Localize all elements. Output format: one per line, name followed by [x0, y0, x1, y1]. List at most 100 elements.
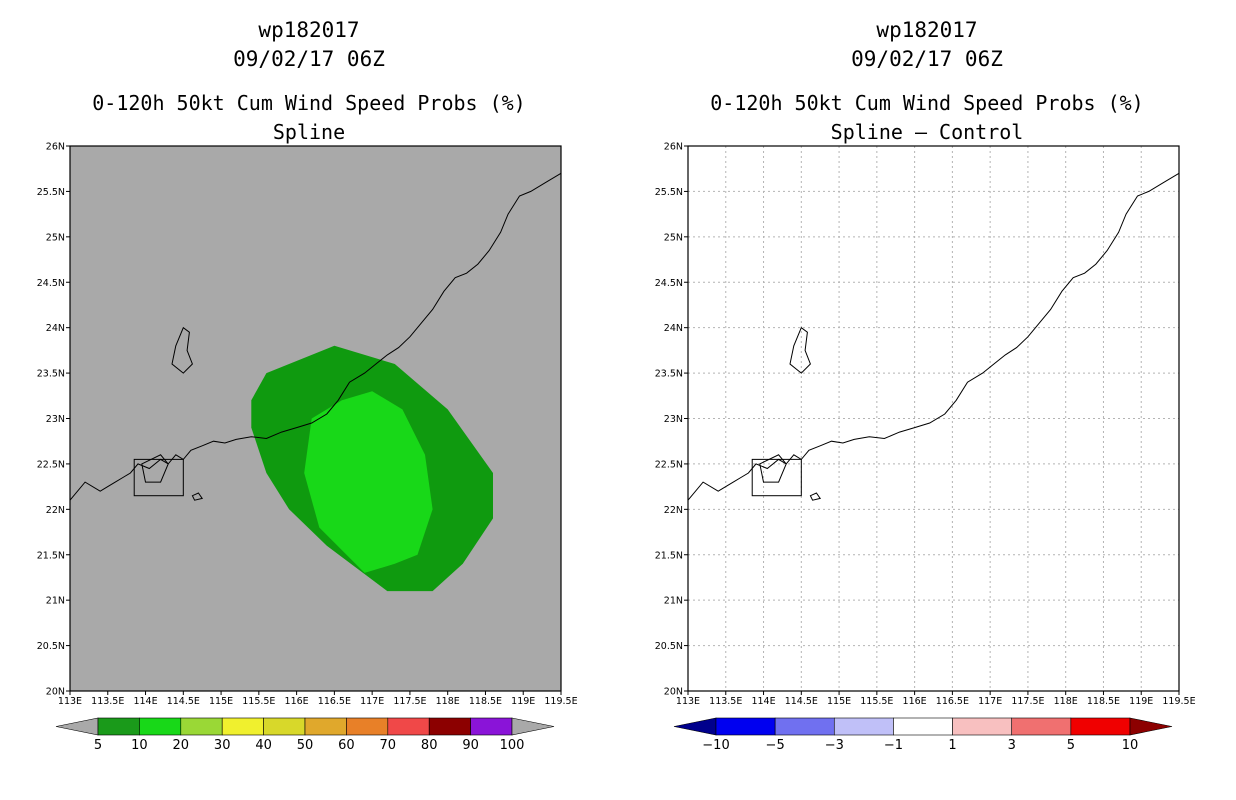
- colorbar-label: 1: [948, 738, 956, 753]
- x-tick-label: 114.5E: [167, 696, 200, 707]
- right-panel: wp182017 09/02/17 06Z 0-120h 50kt Cum Wi…: [618, 0, 1236, 800]
- colorbar-label: 10: [131, 738, 148, 753]
- colorbar-segment: [428, 717, 471, 736]
- colorbar-label: −3: [825, 738, 844, 753]
- x-tick-label: 119.5E: [544, 696, 577, 707]
- chart-subtitle: Spline: [272, 120, 346, 144]
- x-tick-label: 115.5E: [242, 696, 275, 707]
- y-tick-label: 22N: [664, 505, 683, 516]
- island-outline: [809, 492, 822, 501]
- x-tick-label: 118E: [436, 696, 460, 707]
- colorbar-segment: [304, 717, 347, 736]
- x-tick-label: 116.5E: [318, 696, 351, 707]
- y-tick-label: 20.5N: [37, 641, 65, 652]
- boundary-box: [133, 458, 184, 497]
- colorbar-label: 40: [255, 738, 272, 753]
- x-tick-label: 114.5E: [785, 696, 818, 707]
- y-tick-label: 23.5N: [37, 369, 65, 380]
- x-tick-label: 117.5E: [393, 696, 426, 707]
- x-tick-label: 117E: [978, 696, 1002, 707]
- colorbar-segment: [221, 717, 264, 736]
- x-tick-label: 113.5E: [91, 696, 124, 707]
- colorbar-segment: [346, 717, 389, 736]
- x-tick-label: 118.5E: [1087, 696, 1120, 707]
- colorbar-label: 20: [173, 738, 190, 753]
- x-tick-label: 116E: [285, 696, 309, 707]
- x-tick-label: 118.5E: [469, 696, 502, 707]
- colorbar-label: 70: [380, 738, 397, 753]
- colorbar-label: 60: [338, 738, 355, 753]
- island-outline: [191, 492, 204, 501]
- y-tick-label: 20.5N: [655, 641, 683, 652]
- colorbar-label: 30: [214, 738, 231, 753]
- y-tick-label: 26N: [664, 142, 683, 153]
- y-tick-label: 22.5N: [655, 459, 683, 470]
- coastline: [69, 172, 562, 501]
- y-tick-label: 22.5N: [37, 459, 65, 470]
- y-tick-label: 25N: [664, 232, 683, 243]
- colorbar-label: 5: [1067, 738, 1075, 753]
- colorbar-segment: [97, 717, 140, 736]
- difference-map: 113E 113.5E 114E 114.5E 115E 115.5E 116E 116.5E…: [655, 142, 1196, 754]
- x-tick-label: 117.5E: [1011, 696, 1044, 707]
- x-tick-label: 116.5E: [936, 696, 969, 707]
- island-outline: [789, 326, 811, 374]
- colorbar-label: −5: [766, 738, 785, 753]
- colorbar-segment: [139, 717, 182, 736]
- boundary-box: [751, 458, 802, 497]
- x-tick-label: 115.5E: [860, 696, 893, 707]
- colorbar-label: 90: [462, 738, 479, 753]
- x-tick-label: 113E: [676, 696, 700, 707]
- x-tick-label: 114E: [751, 696, 775, 707]
- left-panel: wp182017 09/02/17 06Z 0-120h 50kt Cum Wi…: [37, 18, 578, 754]
- colorbar-start-arrow: [673, 717, 717, 736]
- storm-id: wp182017: [258, 18, 360, 42]
- island-outline: [171, 326, 193, 374]
- y-tick-label: 21.5N: [37, 550, 65, 561]
- y-tick-label: 23N: [46, 414, 65, 425]
- island-outline: [759, 454, 787, 483]
- colorbar-end-arrow: [511, 717, 555, 736]
- forecast-date: 09/02/17 06Z: [233, 47, 385, 71]
- x-tick-label: 116E: [903, 696, 927, 707]
- island-outline: [141, 454, 169, 483]
- y-tick-label: 20N: [664, 687, 683, 698]
- x-tick-label: 117E: [360, 696, 384, 707]
- colorbar-segment: [833, 717, 894, 736]
- probability-map: 113E 113.5E 114E 114.5E 115E 115.5E 116E 116.5E…: [37, 142, 578, 754]
- x-tick-label: 119E: [1129, 696, 1153, 707]
- colorbar-label: 3: [1008, 738, 1016, 753]
- y-tick-label: 25.5N: [37, 187, 65, 198]
- coastline: [687, 172, 1180, 501]
- x-tick-label: 114E: [133, 696, 157, 707]
- y-tick-label: 24N: [664, 323, 683, 334]
- y-tick-label: 21N: [664, 596, 683, 607]
- x-tick-label: 118E: [1054, 696, 1078, 707]
- x-tick-label: 113E: [58, 696, 82, 707]
- colorbar-segment: [1070, 717, 1131, 736]
- probability-contour: [304, 391, 433, 573]
- colorbar-label: 80: [421, 738, 438, 753]
- colorbar-segment: [1011, 717, 1072, 736]
- y-tick-label: 20N: [46, 687, 65, 698]
- y-tick-label: 26N: [46, 142, 65, 153]
- colorbar-segment: [387, 717, 430, 736]
- x-tick-label: 115E: [827, 696, 851, 707]
- colorbar-segment: [715, 717, 776, 736]
- x-tick-label: 119.5E: [1162, 696, 1195, 707]
- y-tick-label: 24.5N: [655, 278, 683, 289]
- colorbar-label: 50: [297, 738, 314, 753]
- colorbar-label: 10: [1122, 738, 1139, 753]
- colorbar-start-arrow: [55, 717, 99, 736]
- colorbar-end-arrow: [1129, 717, 1173, 736]
- colorbar-segment: [952, 717, 1013, 736]
- x-tick-label: 113.5E: [709, 696, 742, 707]
- colorbar-segment: [470, 717, 513, 736]
- colorbar-segment: [774, 717, 835, 736]
- chart-subtitle: Spline – Control: [830, 120, 1024, 144]
- colorbar-label: 100: [500, 738, 525, 753]
- y-tick-label: 25.5N: [655, 187, 683, 198]
- colorbar-segment: [263, 717, 306, 736]
- y-tick-label: 24N: [46, 323, 65, 334]
- x-tick-label: 115E: [209, 696, 233, 707]
